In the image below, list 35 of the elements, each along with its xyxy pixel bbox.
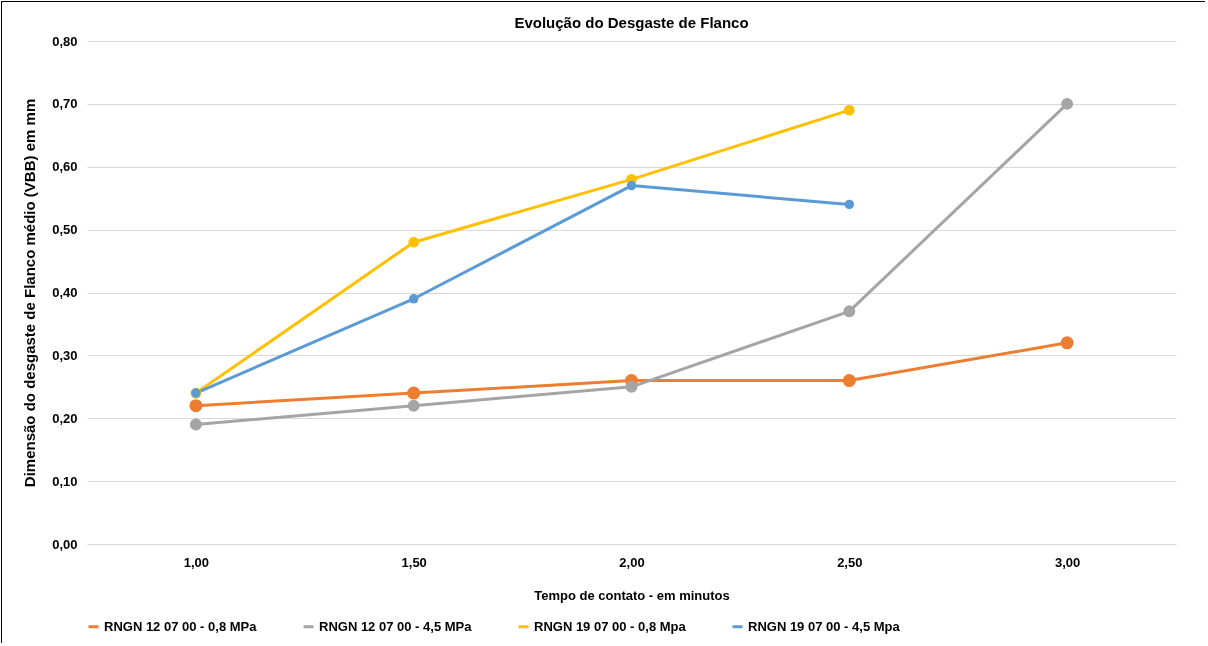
point	[1060, 336, 1074, 350]
y-axis-title: Dimensão do desgaste de Flanco médio (VBB) em mm	[21, 98, 39, 488]
y-tick-label: 0,00	[52, 536, 78, 552]
y-tick-label: 0,10	[52, 473, 78, 489]
y-tick-label: 0,60	[52, 159, 78, 175]
point	[189, 418, 202, 431]
legend-label: RNGN 19 07 00 - 0,8 Mpa	[534, 618, 687, 634]
y-tick-label: 0,30	[52, 347, 78, 363]
point	[189, 399, 203, 413]
x-axis-title: Tempo de contato - em minutos	[534, 587, 730, 603]
y-tick-label: 0,50	[52, 222, 78, 238]
chart-title: Evolução do Desgaste de Flanco	[514, 14, 749, 31]
point	[842, 374, 856, 388]
point	[843, 305, 856, 318]
legend-label: RNGN 12 07 00 - 0,8 MPa	[104, 618, 258, 634]
x-tick-label: 2,00	[619, 554, 645, 570]
point	[1061, 97, 1074, 110]
point	[407, 399, 420, 412]
point	[844, 199, 855, 210]
x-tick-label: 2,50	[837, 554, 863, 570]
y-tick-label: 0,20	[52, 410, 78, 426]
y-tick-label: 0,40	[52, 285, 78, 300]
x-tick-label: 1,00	[183, 554, 210, 570]
point	[407, 386, 421, 400]
x-tick-label: 3,00	[1054, 554, 1081, 570]
y-tick-label: 0,70	[52, 96, 78, 112]
point	[626, 180, 637, 191]
point	[408, 236, 420, 248]
point	[408, 294, 419, 304]
legend-label: RNGN 12 07 00 - 4,5 MPa	[319, 618, 473, 634]
y-tick-label: 0,80	[52, 33, 78, 49]
x-tick-label: 1,50	[401, 554, 427, 570]
legend-label: RNGN 19 07 00 - 4,5 Mpa	[748, 618, 901, 634]
point	[625, 380, 638, 393]
point	[843, 104, 855, 116]
